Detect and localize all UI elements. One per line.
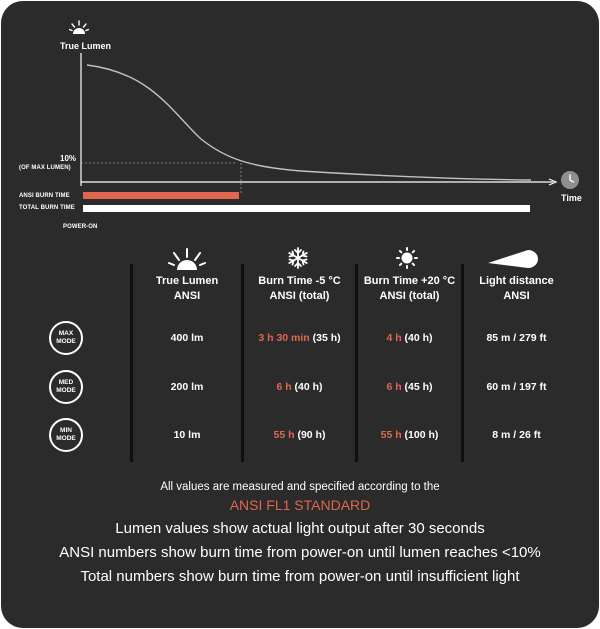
header-burn-warm: Burn Time +20 °C ANSI (total) <box>358 274 461 304</box>
x-axis-label: Time <box>561 193 582 203</box>
ansi-burn-label: ANSI BURN TIME <box>19 193 70 199</box>
snowflake-icon <box>287 247 309 269</box>
header-line1: Light distance <box>479 275 554 287</box>
table-cell-lumen: 10 lm <box>173 429 201 441</box>
ansi-value: 6 h <box>276 381 292 393</box>
table-cell-distance: 85 m / 279 ft <box>486 332 547 344</box>
x-axis-arrow <box>548 178 558 186</box>
power-on-label: POWER-ON <box>63 224 98 230</box>
table-cell-lumen: 400 lm <box>170 332 204 344</box>
lumen-graph <box>80 53 558 212</box>
table-cell-burn-cold: 6 h (40 h) <box>244 381 355 393</box>
column-divider <box>241 264 244 462</box>
column-divider <box>461 264 464 462</box>
beam-icon <box>488 249 540 269</box>
sun-rays-icon <box>168 247 206 271</box>
ansi-value: 55 h <box>380 429 402 441</box>
table-cell-distance: 60 m / 197 ft <box>486 381 547 393</box>
column-divider <box>355 264 358 462</box>
footer-intro: All values are measured and specified ac… <box>160 481 440 493</box>
total-value: (100 h) <box>401 429 439 441</box>
header-line1: Burn Time -5 °C <box>258 275 341 287</box>
column-divider <box>130 264 133 462</box>
mode-line1: MED <box>58 379 74 386</box>
total-value: (90 h) <box>294 429 326 441</box>
table-cell-lumen: 200 lm <box>170 381 204 393</box>
clock-icon <box>561 171 579 189</box>
footer-total-note: Total numbers show burn time from power-… <box>80 568 520 585</box>
table-cell-burn-cold: 3 h 30 min (35 h) <box>244 332 355 344</box>
table-cell-burn-cold: 55 h (90 h) <box>244 429 355 441</box>
total-value: (35 h) <box>309 332 341 344</box>
threshold-sublabel: (OF MAX LUMEN) <box>19 165 71 171</box>
table-cell-burn-warm: 4 h (40 h) <box>358 332 461 344</box>
y-axis-label: True Lumen <box>60 41 112 51</box>
total-value: (40 h) <box>291 381 323 393</box>
med-mode-badge: MED MODE <box>49 370 83 404</box>
header-burn-cold: Burn Time -5 °C ANSI (total) <box>244 274 355 304</box>
header-line2: ANSI (total) <box>379 290 440 302</box>
footer-standard: ANSI FL1 STANDARD <box>229 497 371 513</box>
sun-icon <box>396 247 418 269</box>
header-true-lumen: True Lumen ANSI <box>133 274 241 304</box>
header-line1: Burn Time +20 °C <box>363 275 456 287</box>
header-line2: ANSI <box>503 290 530 302</box>
header-line2: ANSI <box>173 290 201 302</box>
header-light-distance: Light distance ANSI <box>464 274 569 304</box>
threshold-label: 10% <box>60 154 77 163</box>
mode-line1: MAX <box>58 330 74 337</box>
footer-ansi-note: ANSI numbers show burn time from power-o… <box>59 544 541 561</box>
ansi-value: 4 h <box>386 332 402 344</box>
mode-line1: MIN <box>60 427 72 434</box>
total-value: (45 h) <box>401 381 433 393</box>
mode-line2: MODE <box>56 435 76 442</box>
min-mode-badge: MIN MODE <box>49 418 83 452</box>
ansi-value: 55 h <box>273 429 295 441</box>
header-line1: True Lumen <box>155 275 219 287</box>
total-value: (40 h) <box>401 332 433 344</box>
total-burn-bar <box>83 205 530 212</box>
sun-icon <box>68 17 90 35</box>
ansi-burn-bar <box>83 192 239 199</box>
header-line2: ANSI (total) <box>269 290 330 302</box>
table-cell-distance: 8 m / 26 ft <box>492 429 541 441</box>
footer-lumen-note: Lumen values show actual light output af… <box>115 520 485 537</box>
ansi-value: 6 h <box>386 381 402 393</box>
max-mode-badge: MAX MODE <box>49 321 83 355</box>
total-burn-label: TOTAL BURN TIME <box>19 205 75 211</box>
table-cell-burn-warm: 55 h (100 h) <box>358 429 461 441</box>
mode-line2: MODE <box>56 387 76 394</box>
table-cell-burn-warm: 6 h (45 h) <box>358 381 461 393</box>
mode-line2: MODE <box>56 338 76 345</box>
ansi-value: 3 h 30 min <box>258 332 310 344</box>
lumen-curve <box>86 64 532 181</box>
